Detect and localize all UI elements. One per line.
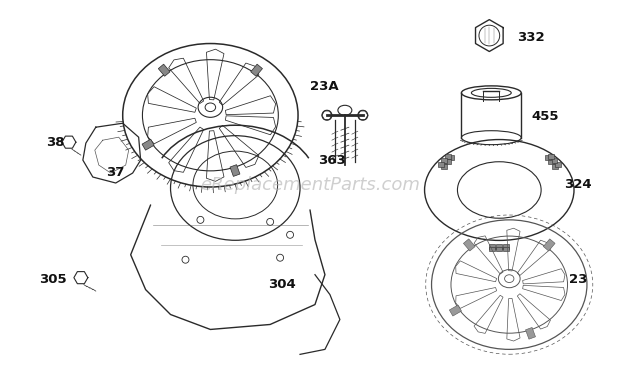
Bar [445, 154, 451, 159]
Bar [230, 165, 240, 176]
Text: 455: 455 [531, 110, 559, 123]
Bar [489, 243, 495, 249]
Bar [496, 246, 502, 252]
Bar [489, 246, 495, 252]
Bar [441, 164, 447, 169]
Bar [250, 64, 262, 76]
Text: 23A: 23A [310, 80, 339, 93]
Bar [555, 162, 561, 167]
Bar [544, 155, 551, 160]
Text: 37: 37 [106, 165, 124, 179]
Text: 305: 305 [39, 273, 66, 286]
Bar [441, 158, 447, 163]
Bar [496, 243, 502, 249]
Bar [158, 64, 170, 76]
Bar [543, 239, 555, 251]
Text: 23: 23 [569, 273, 587, 286]
Bar [503, 243, 509, 249]
Bar [552, 158, 557, 163]
Bar [438, 162, 443, 167]
Bar [526, 327, 536, 339]
Text: 363: 363 [318, 154, 346, 166]
Text: 332: 332 [517, 31, 545, 44]
Bar [552, 164, 557, 169]
Bar [548, 159, 554, 164]
Bar [463, 239, 475, 251]
Bar [548, 154, 554, 159]
Bar [448, 155, 454, 160]
Text: 304: 304 [268, 278, 296, 291]
Bar [142, 139, 154, 150]
Bar [445, 159, 451, 164]
Text: 324: 324 [564, 178, 591, 192]
Bar [503, 246, 509, 252]
Bar [450, 305, 461, 316]
Text: eReplacementParts.com: eReplacementParts.com [200, 176, 420, 194]
Text: 38: 38 [46, 136, 64, 149]
